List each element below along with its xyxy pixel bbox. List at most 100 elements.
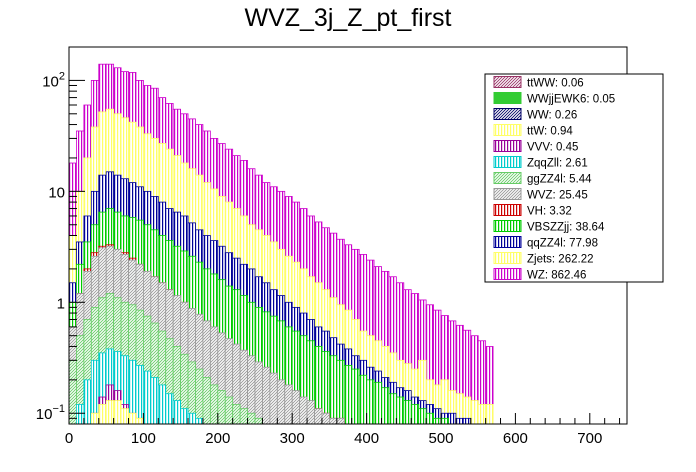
bar-zjets-54 [470,400,479,425]
legend-label-wz: WZ: 862.46 [527,270,586,282]
bar-vbszzjj-43 [388,393,397,425]
legend-label-zjets: Zjets: 262.22 [527,254,593,266]
x-tick-label: 300 [280,430,305,447]
chart-title: WVZ_3j_Z_pt_first [244,4,452,32]
legend-swatch-vvv [493,140,522,152]
bar-vbszzjj-39 [358,374,368,425]
legend: ttWW: 0.06 WWjjEWK6: 0.05 WW: 0.26 ttW: 0.9… [484,73,664,283]
bar-qqzz4l-52 [455,417,464,425]
legend-swatch-ttww [493,76,522,88]
bar-ttw-6 [113,400,122,425]
bar-wvz-29 [284,384,293,425]
bar-vbszzjj-41 [373,381,382,425]
legend-label-wvz: WVZ: 25.45 [527,190,588,202]
bar-wvz-25 [254,361,263,425]
bar-ggzz4l-25 [254,417,263,425]
x-tick-label: 600 [503,430,528,447]
bar-vbszzjj-50 [440,417,449,425]
bar-ggzz4l-23 [239,408,248,425]
bar-vbszzjj-38 [351,368,360,425]
legend-swatch-wvz [493,188,522,200]
x-tick-label: 500 [428,430,453,447]
bar-zjets-56 [485,404,494,425]
bar-vbszzjj-47 [418,408,427,425]
bar-wvz-26 [262,366,271,425]
bar-zqqzll-16 [187,412,196,425]
bar-vbszzjj-44 [395,396,405,425]
y-tick-label: 1 [57,295,65,312]
bar-ggzz4l-22 [232,404,241,425]
bar-vbszzjj-45 [403,400,412,425]
bar-wvz-33 [314,408,323,425]
bar-ggzz4l-0 [68,359,77,425]
y-tick-label: 10 [48,184,65,201]
legend-label-vh: VH: 3.32 [527,206,572,218]
bar-ttw-9 [135,417,144,425]
x-tick-label: 700 [577,430,602,447]
bar-vbszzjj-35 [328,355,338,425]
legend-swatch-zjets [493,252,522,264]
legend-label-qqzz4l: qqZZ4l: 77.98 [527,238,598,250]
bar-vbszzjj-40 [366,379,375,425]
legend-label-ttww: ttWW: 0.06 [527,78,584,90]
legend-swatch-ww [493,108,522,120]
bar-wvz-31 [299,396,308,425]
bar-ggzz4l-21 [224,396,234,425]
bar-zqqzll-9 [135,364,144,425]
legend-label-ww: WW: 0.26 [527,110,577,122]
bar-zqqzll-14 [172,400,182,425]
legend-label-vvv: VVV: 0.45 [527,142,578,154]
bar-ttw-5 [105,400,115,425]
bar-zqqzll-2 [83,379,92,425]
bar-wvz-27 [269,372,278,425]
bar-ttw-8 [128,412,137,425]
y-tick-label: 102 [42,70,65,90]
bar-wvz-35 [328,417,338,425]
legend-swatch-ttw [493,124,522,136]
x-tick-label: 200 [205,430,230,447]
legend-label-wwjjewk6: WWjjEWK6: 0.05 [527,94,615,106]
bar-vbszzjj-37 [343,364,353,425]
bar-vbszzjj-48 [425,412,434,425]
legend-swatch-zqqzll [493,156,522,168]
bar-wvz-36 [336,417,345,425]
legend-swatch-wz [493,268,522,280]
bar-qqzz4l-51 [448,412,457,425]
bar-vbszzjj-42 [381,387,390,425]
bar-zqqzll-15 [180,408,189,425]
bar-vbszzjj-46 [410,404,420,425]
bar-ttw-4 [98,404,107,425]
bar-wvz-30 [291,390,301,425]
bar-wvz-32 [306,400,315,425]
bar-vbszzjj-36 [336,359,345,425]
legend-swatch-vbszzjj [493,220,522,232]
bar-ttw-7 [120,408,129,425]
legend-label-ttw: ttW: 0.94 [527,126,573,138]
legend-swatch-vh [493,204,522,216]
bar-zqqzll-12 [157,384,167,425]
x-tick-label: 0 [65,430,73,447]
x-tick-label: 400 [354,430,379,447]
bar-ggzz4l-20 [217,390,226,425]
bar-zjets-55 [477,404,487,425]
bar-zqqzll-13 [165,393,174,425]
bar-vbszzjj-49 [433,417,442,425]
y-tick-label: 10−1 [36,403,65,423]
legend-swatch-qqzz4l [493,236,522,248]
legend-label-vbszzjj: VBSZZjj: 38.64 [527,222,605,234]
legend-label-ggzz4l: ggZZ4l: 5.44 [527,174,592,186]
bar-wvz-28 [276,379,286,425]
bar-ggzz4l-18 [202,377,211,425]
bar-zqqzll-1 [76,404,85,425]
bar-zqqzll-17 [195,417,204,425]
stacked-bars [68,63,494,425]
x-tick-label: 100 [131,430,156,447]
bar-ggzz4l-19 [209,384,219,425]
bar-ggzz4l-17 [195,368,204,425]
legend-label-zqqzll: ZqqZll: 2.61 [527,158,588,170]
bar-wvz-34 [321,412,330,425]
bar-zqqzll-10 [142,370,152,425]
legend-swatch-wwjjewk6 [493,92,522,104]
legend-swatch-ggzz4l [493,172,522,184]
